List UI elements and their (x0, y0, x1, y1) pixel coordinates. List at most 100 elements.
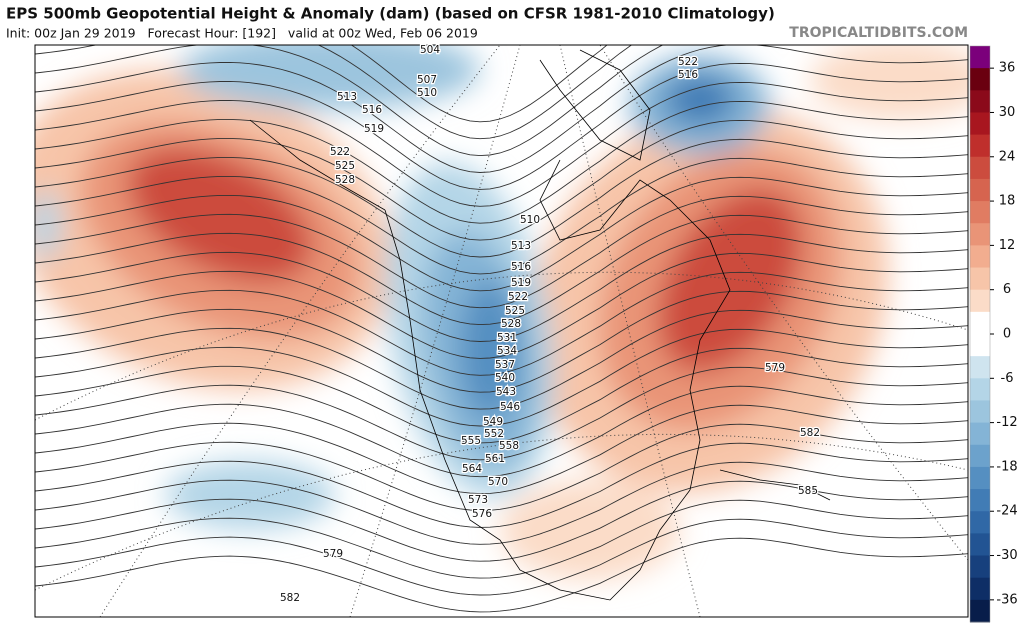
colorbar-swatch (970, 555, 990, 579)
contour-label: 573 (468, 494, 488, 506)
colorbar-label: -6 (1001, 371, 1014, 386)
contour-line (35, 309, 968, 410)
subtitle: Init: 00z Jan 29 2019 Forecast Hour: [19… (6, 26, 478, 41)
contour-line (35, 233, 968, 342)
colorbar-label: 6 (1003, 282, 1011, 297)
contour-label: 555 (461, 435, 481, 447)
graticule (35, 45, 968, 617)
contour-label: 552 (484, 428, 504, 440)
colorbar-swatch (970, 356, 990, 379)
contour-label: 513 (337, 91, 357, 103)
contour-label: 507 (417, 74, 437, 86)
site-name: TROPICALTIDBITS.COM (789, 25, 968, 41)
colorbar-swatch (970, 178, 990, 202)
contour-label: 525 (505, 305, 525, 317)
contour-label: 561 (485, 453, 505, 465)
colorbar-swatch (970, 311, 990, 335)
contour-label: 516 (511, 261, 531, 273)
colorbar-label: -24 (996, 504, 1017, 519)
colorbar-label: -18 (996, 459, 1017, 474)
colorbar-swatch (970, 334, 990, 357)
contour-label: 522 (508, 291, 528, 303)
contour-line (35, 45, 968, 173)
contour-line (35, 271, 968, 376)
contour-line (35, 119, 968, 241)
contour-line (35, 195, 968, 309)
contour-label: 510 (520, 214, 540, 226)
height-contours (35, 45, 968, 613)
contour-label: 531 (497, 332, 517, 344)
colorbar-swatch (970, 68, 990, 91)
contour-line (35, 347, 968, 444)
colorbar-swatch (970, 289, 990, 313)
colorbar-swatch (970, 422, 990, 446)
contour-label: 519 (364, 123, 384, 135)
contour-line (35, 81, 968, 207)
colorbar-swatch (970, 378, 990, 401)
contour-label: 579 (323, 548, 343, 560)
colorbar-swatch (970, 267, 990, 291)
colorbar-swatch (970, 444, 990, 468)
contour-label: 516 (362, 104, 382, 116)
map-frame (34, 44, 969, 618)
contour-line (35, 45, 664, 157)
colorbar-swatch (970, 90, 990, 113)
colorbar-swatch (970, 577, 990, 601)
contour-label: 534 (497, 345, 517, 357)
contour-line (35, 480, 968, 562)
colorbar-swatch (970, 245, 990, 269)
colorbar-label: -12 (996, 415, 1017, 430)
contour-label: 570 (488, 476, 508, 488)
contour-label: 546 (500, 401, 520, 413)
contour-label: 510 (417, 87, 437, 99)
contour-label: 537 (495, 359, 515, 371)
colorbar: 36 30 24 18 12 6 0 -6 -12 -18 -24 -30 -36 (969, 45, 1018, 623)
contour-line (35, 100, 968, 224)
contour-line (35, 366, 968, 461)
contour-line (35, 62, 968, 190)
colorbar-label: -36 (996, 592, 1017, 607)
colorbar-label: -30 (996, 548, 1017, 563)
colorbar-swatch (970, 112, 990, 136)
colorbar-swatch (970, 201, 990, 224)
contour-line (35, 518, 968, 596)
contour-line (35, 157, 968, 275)
colorbar-swatch (970, 223, 990, 246)
contour-label: 579 (765, 362, 785, 374)
contour-label: 516 (678, 69, 698, 81)
contour-label: 513 (511, 240, 531, 252)
contour-line (35, 537, 968, 613)
colorbar-swatch (970, 400, 990, 424)
colorbar-swatch (970, 466, 990, 490)
colorbar-label: 24 (999, 149, 1016, 164)
contour-line (35, 290, 968, 393)
colorbar-swatch (970, 156, 990, 180)
contour-line (35, 252, 968, 359)
colorbar-swatch (970, 511, 990, 534)
contour-label: 582 (280, 592, 300, 604)
contour-label: 522 (330, 146, 350, 158)
coastlines (249, 49, 831, 601)
colorbar-label: 0 (1003, 327, 1011, 342)
contour-label: 558 (499, 440, 519, 452)
contour-line (350, 45, 608, 123)
contour-label: 585 (798, 485, 818, 497)
contour-line (35, 442, 968, 528)
contour-line (35, 461, 968, 545)
contour-line (35, 138, 968, 258)
contour-line (35, 385, 968, 478)
colorbar-swatch (970, 599, 990, 623)
contour-label: 540 (495, 372, 515, 384)
contour-label: 564 (462, 463, 482, 475)
colorbar-swatch (970, 489, 990, 512)
contour-label: 504 (420, 44, 440, 56)
contour-label: 576 (472, 508, 492, 520)
contour-line (35, 423, 968, 511)
contour-line (35, 176, 968, 292)
colorbar-swatch (970, 533, 990, 557)
contour-line (35, 45, 633, 140)
contour-label: 528 (335, 174, 355, 186)
title: EPS 500mb Geopotential Height & Anomaly … (6, 5, 775, 23)
colorbar-swatch (970, 134, 990, 158)
